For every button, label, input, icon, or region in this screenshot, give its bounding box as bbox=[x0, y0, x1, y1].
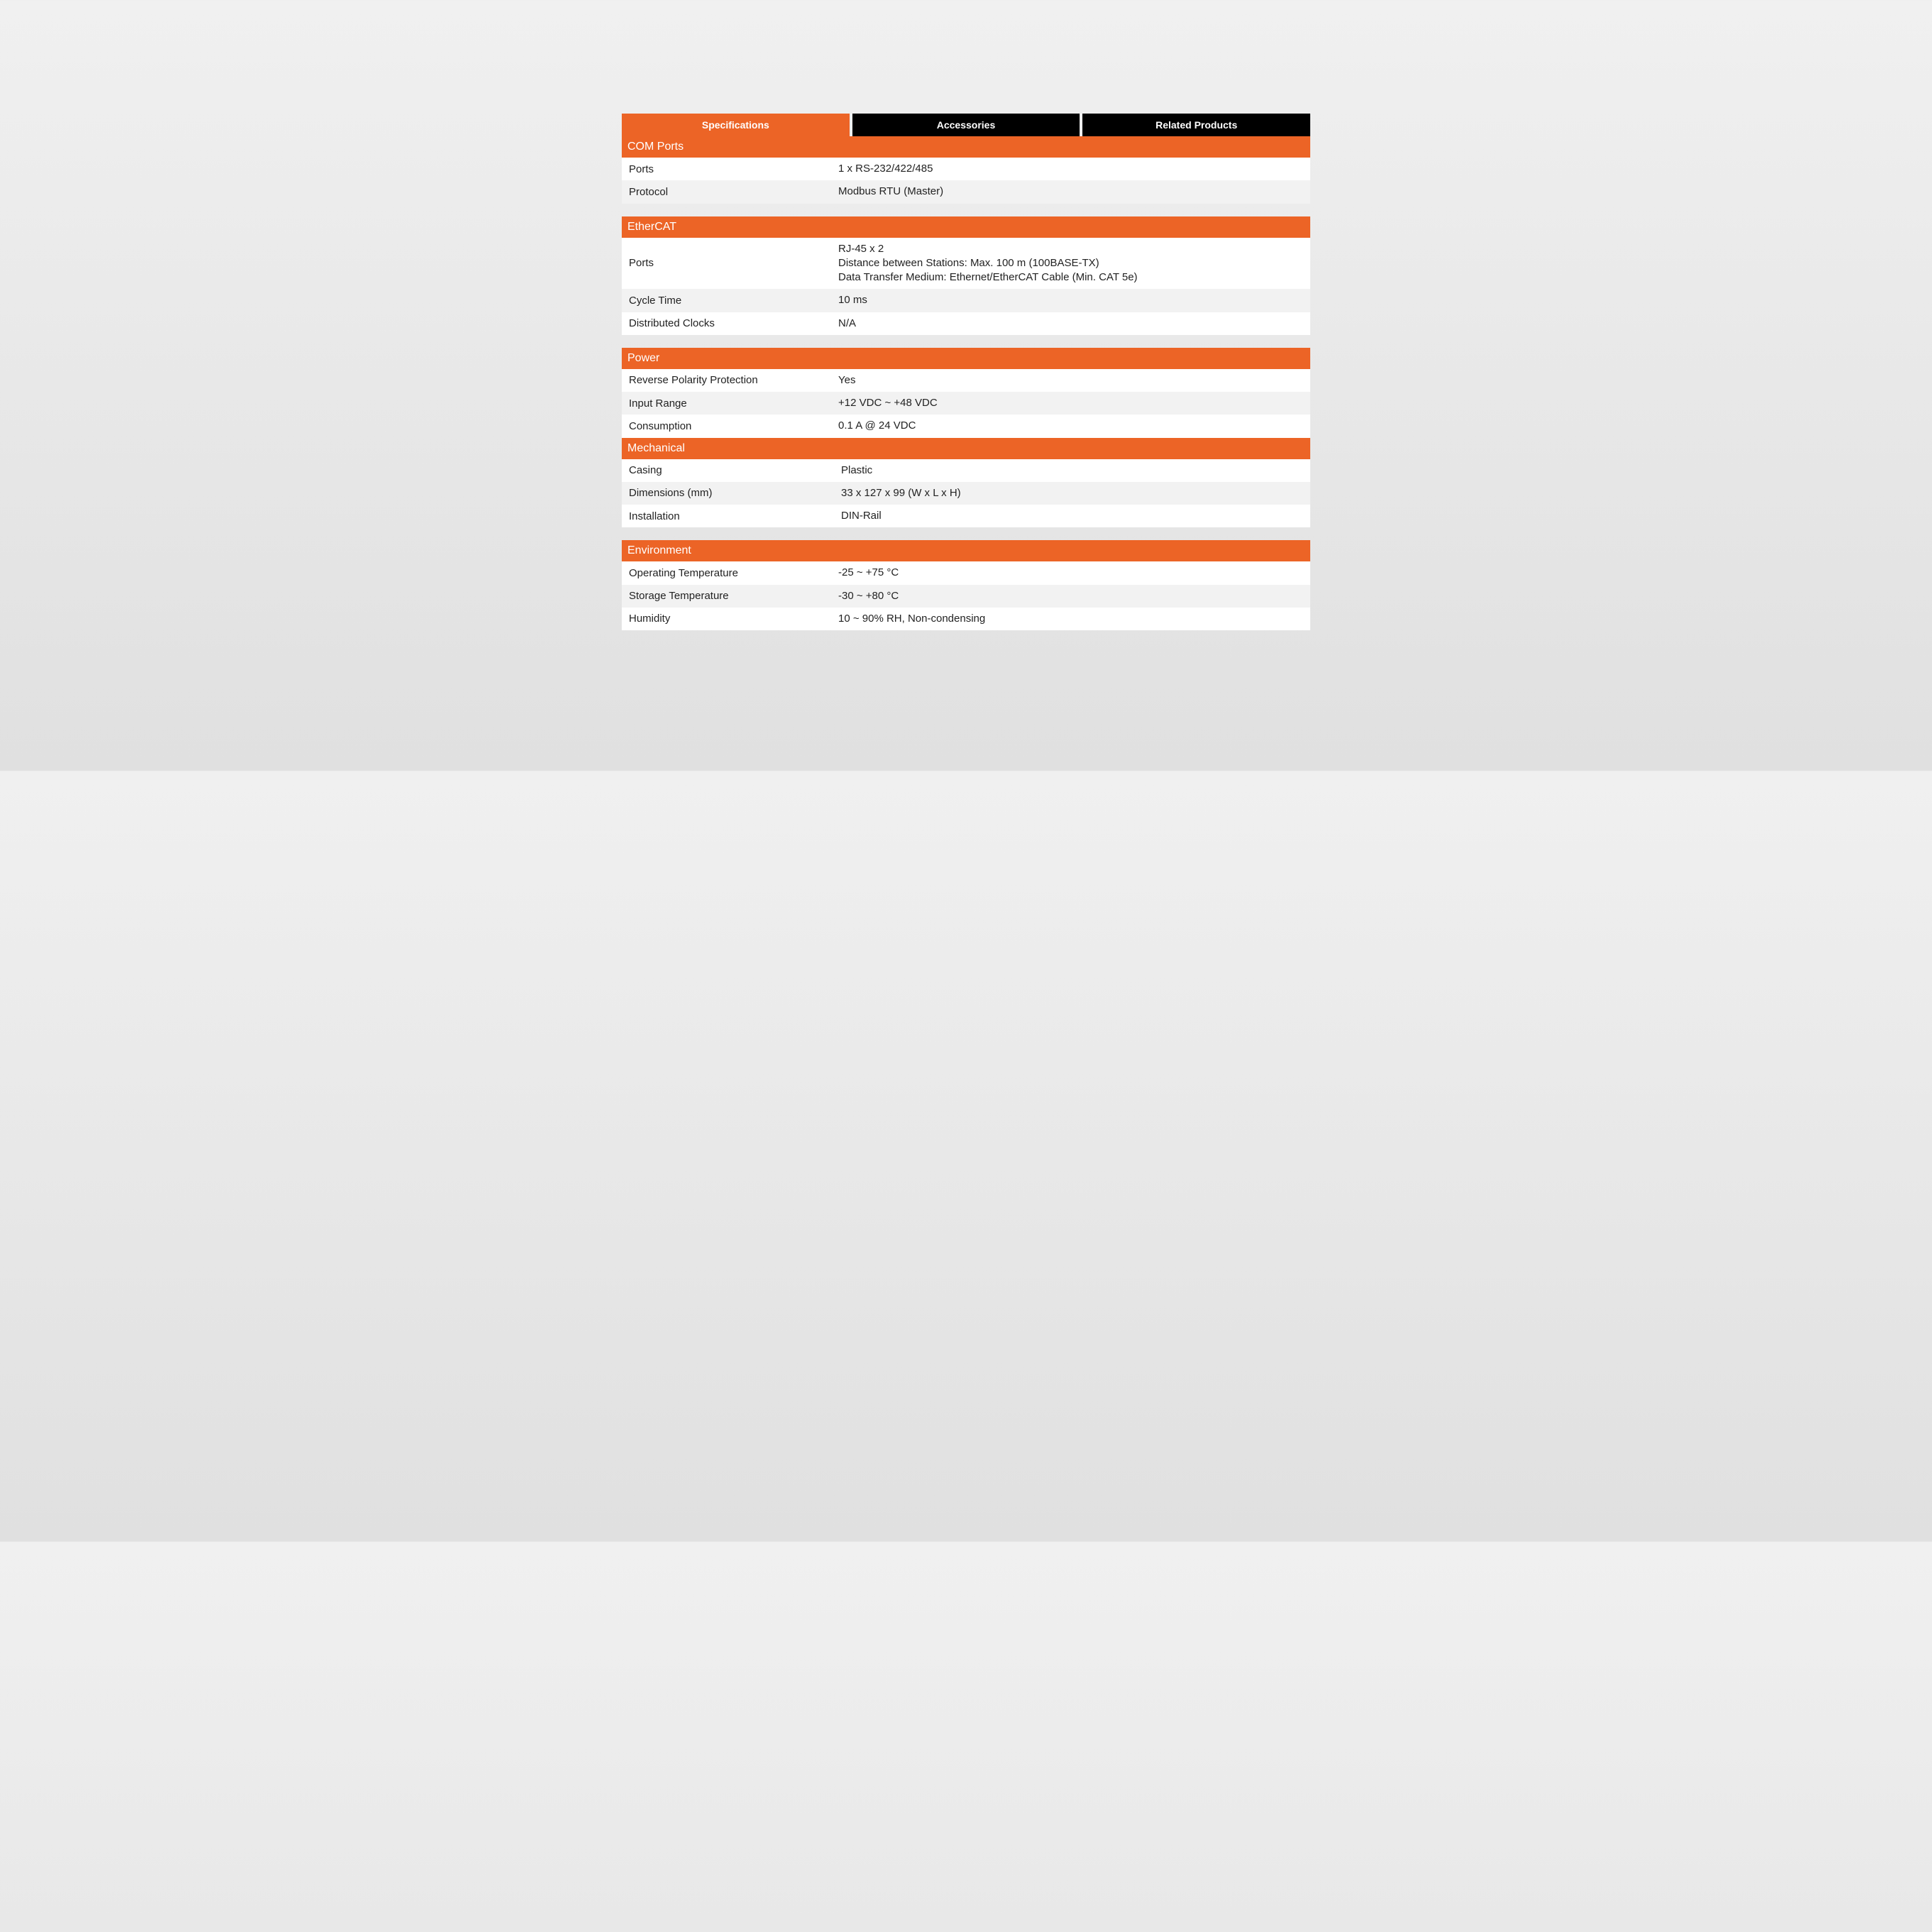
tab-accessories[interactable]: Accessories bbox=[852, 114, 1080, 136]
spec-value: 33 x 127 x 99 (W x L x H) bbox=[838, 486, 1303, 500]
spec-value: Yes bbox=[838, 373, 1303, 388]
tab-bar: Specifications Accessories Related Produ… bbox=[622, 114, 1310, 136]
spec-value: RJ-45 x 2 Distance between Stations: Max… bbox=[838, 242, 1303, 285]
spec-row: Input Range +12 VDC ~ +48 VDC bbox=[622, 392, 1310, 415]
specs-container: Specifications Accessories Related Produ… bbox=[622, 114, 1310, 630]
spec-label: Input Range bbox=[629, 397, 838, 410]
spec-value: N/A bbox=[838, 317, 1303, 331]
spec-row: Storage Temperature -30 ~ +80 °C bbox=[622, 585, 1310, 608]
spec-row: Ports RJ-45 x 2 Distance between Station… bbox=[622, 238, 1310, 290]
spec-row: Dimensions (mm) 33 x 127 x 99 (W x L x H… bbox=[622, 482, 1310, 505]
spec-label: Humidity bbox=[629, 613, 838, 625]
section-header: EtherCAT bbox=[622, 216, 1310, 238]
section-power: Power Reverse Polarity Protection Yes In… bbox=[622, 348, 1310, 438]
spec-row: Installation DIN-Rail bbox=[622, 505, 1310, 527]
spec-value: 10 ms bbox=[838, 293, 1303, 307]
spec-value: +12 VDC ~ +48 VDC bbox=[838, 396, 1303, 410]
spec-label: Installation bbox=[629, 510, 838, 522]
spec-row: Distributed Clocks N/A bbox=[622, 312, 1310, 335]
spec-label: Protocol bbox=[629, 186, 838, 198]
spec-row: Cycle Time 10 ms bbox=[622, 289, 1310, 312]
section-header: COM Ports bbox=[622, 136, 1310, 158]
section-ethercat: EtherCAT Ports RJ-45 x 2 Distance betwee… bbox=[622, 216, 1310, 335]
spec-label: Operating Temperature bbox=[629, 567, 838, 579]
spec-row: Casing Plastic bbox=[622, 459, 1310, 482]
spec-label: Ports bbox=[629, 163, 838, 175]
spec-row: Protocol Modbus RTU (Master) bbox=[622, 180, 1310, 203]
spec-row: Consumption 0.1 A @ 24 VDC bbox=[622, 415, 1310, 437]
section-header: Environment bbox=[622, 540, 1310, 561]
section-header: Mechanical bbox=[622, 438, 1310, 459]
spec-label: Distributed Clocks bbox=[629, 317, 838, 329]
spec-row: Humidity 10 ~ 90% RH, Non-condensing bbox=[622, 608, 1310, 630]
section-header: Power bbox=[622, 348, 1310, 369]
tab-specifications[interactable]: Specifications bbox=[622, 114, 850, 136]
spec-value: DIN-Rail bbox=[838, 509, 1303, 523]
spec-row: Operating Temperature -25 ~ +75 °C bbox=[622, 561, 1310, 584]
spec-value: Modbus RTU (Master) bbox=[838, 185, 1303, 199]
spec-row: Ports 1 x RS-232/422/485 bbox=[622, 158, 1310, 180]
spec-label: Cycle Time bbox=[629, 295, 838, 307]
spec-value: Plastic bbox=[838, 463, 1303, 478]
spec-value: 0.1 A @ 24 VDC bbox=[838, 419, 1303, 433]
tab-related-products[interactable]: Related Products bbox=[1082, 114, 1310, 136]
spec-label: Ports bbox=[629, 257, 838, 269]
spec-label: Casing bbox=[629, 464, 838, 476]
spec-label: Dimensions (mm) bbox=[629, 487, 838, 499]
spec-row: Reverse Polarity Protection Yes bbox=[622, 369, 1310, 392]
spec-label: Consumption bbox=[629, 420, 838, 432]
spec-value: 1 x RS-232/422/485 bbox=[838, 162, 1303, 176]
section-com-ports: COM Ports Ports 1 x RS-232/422/485 Proto… bbox=[622, 136, 1310, 204]
spec-value: 10 ~ 90% RH, Non-condensing bbox=[838, 612, 1303, 626]
section-environment: Environment Operating Temperature -25 ~ … bbox=[622, 540, 1310, 630]
spec-label: Reverse Polarity Protection bbox=[629, 374, 838, 386]
spec-value: -30 ~ +80 °C bbox=[838, 589, 1303, 603]
spec-label: Storage Temperature bbox=[629, 590, 838, 602]
section-mechanical: Mechanical Casing Plastic Dimensions (mm… bbox=[622, 438, 1310, 528]
spec-value: -25 ~ +75 °C bbox=[838, 566, 1303, 580]
